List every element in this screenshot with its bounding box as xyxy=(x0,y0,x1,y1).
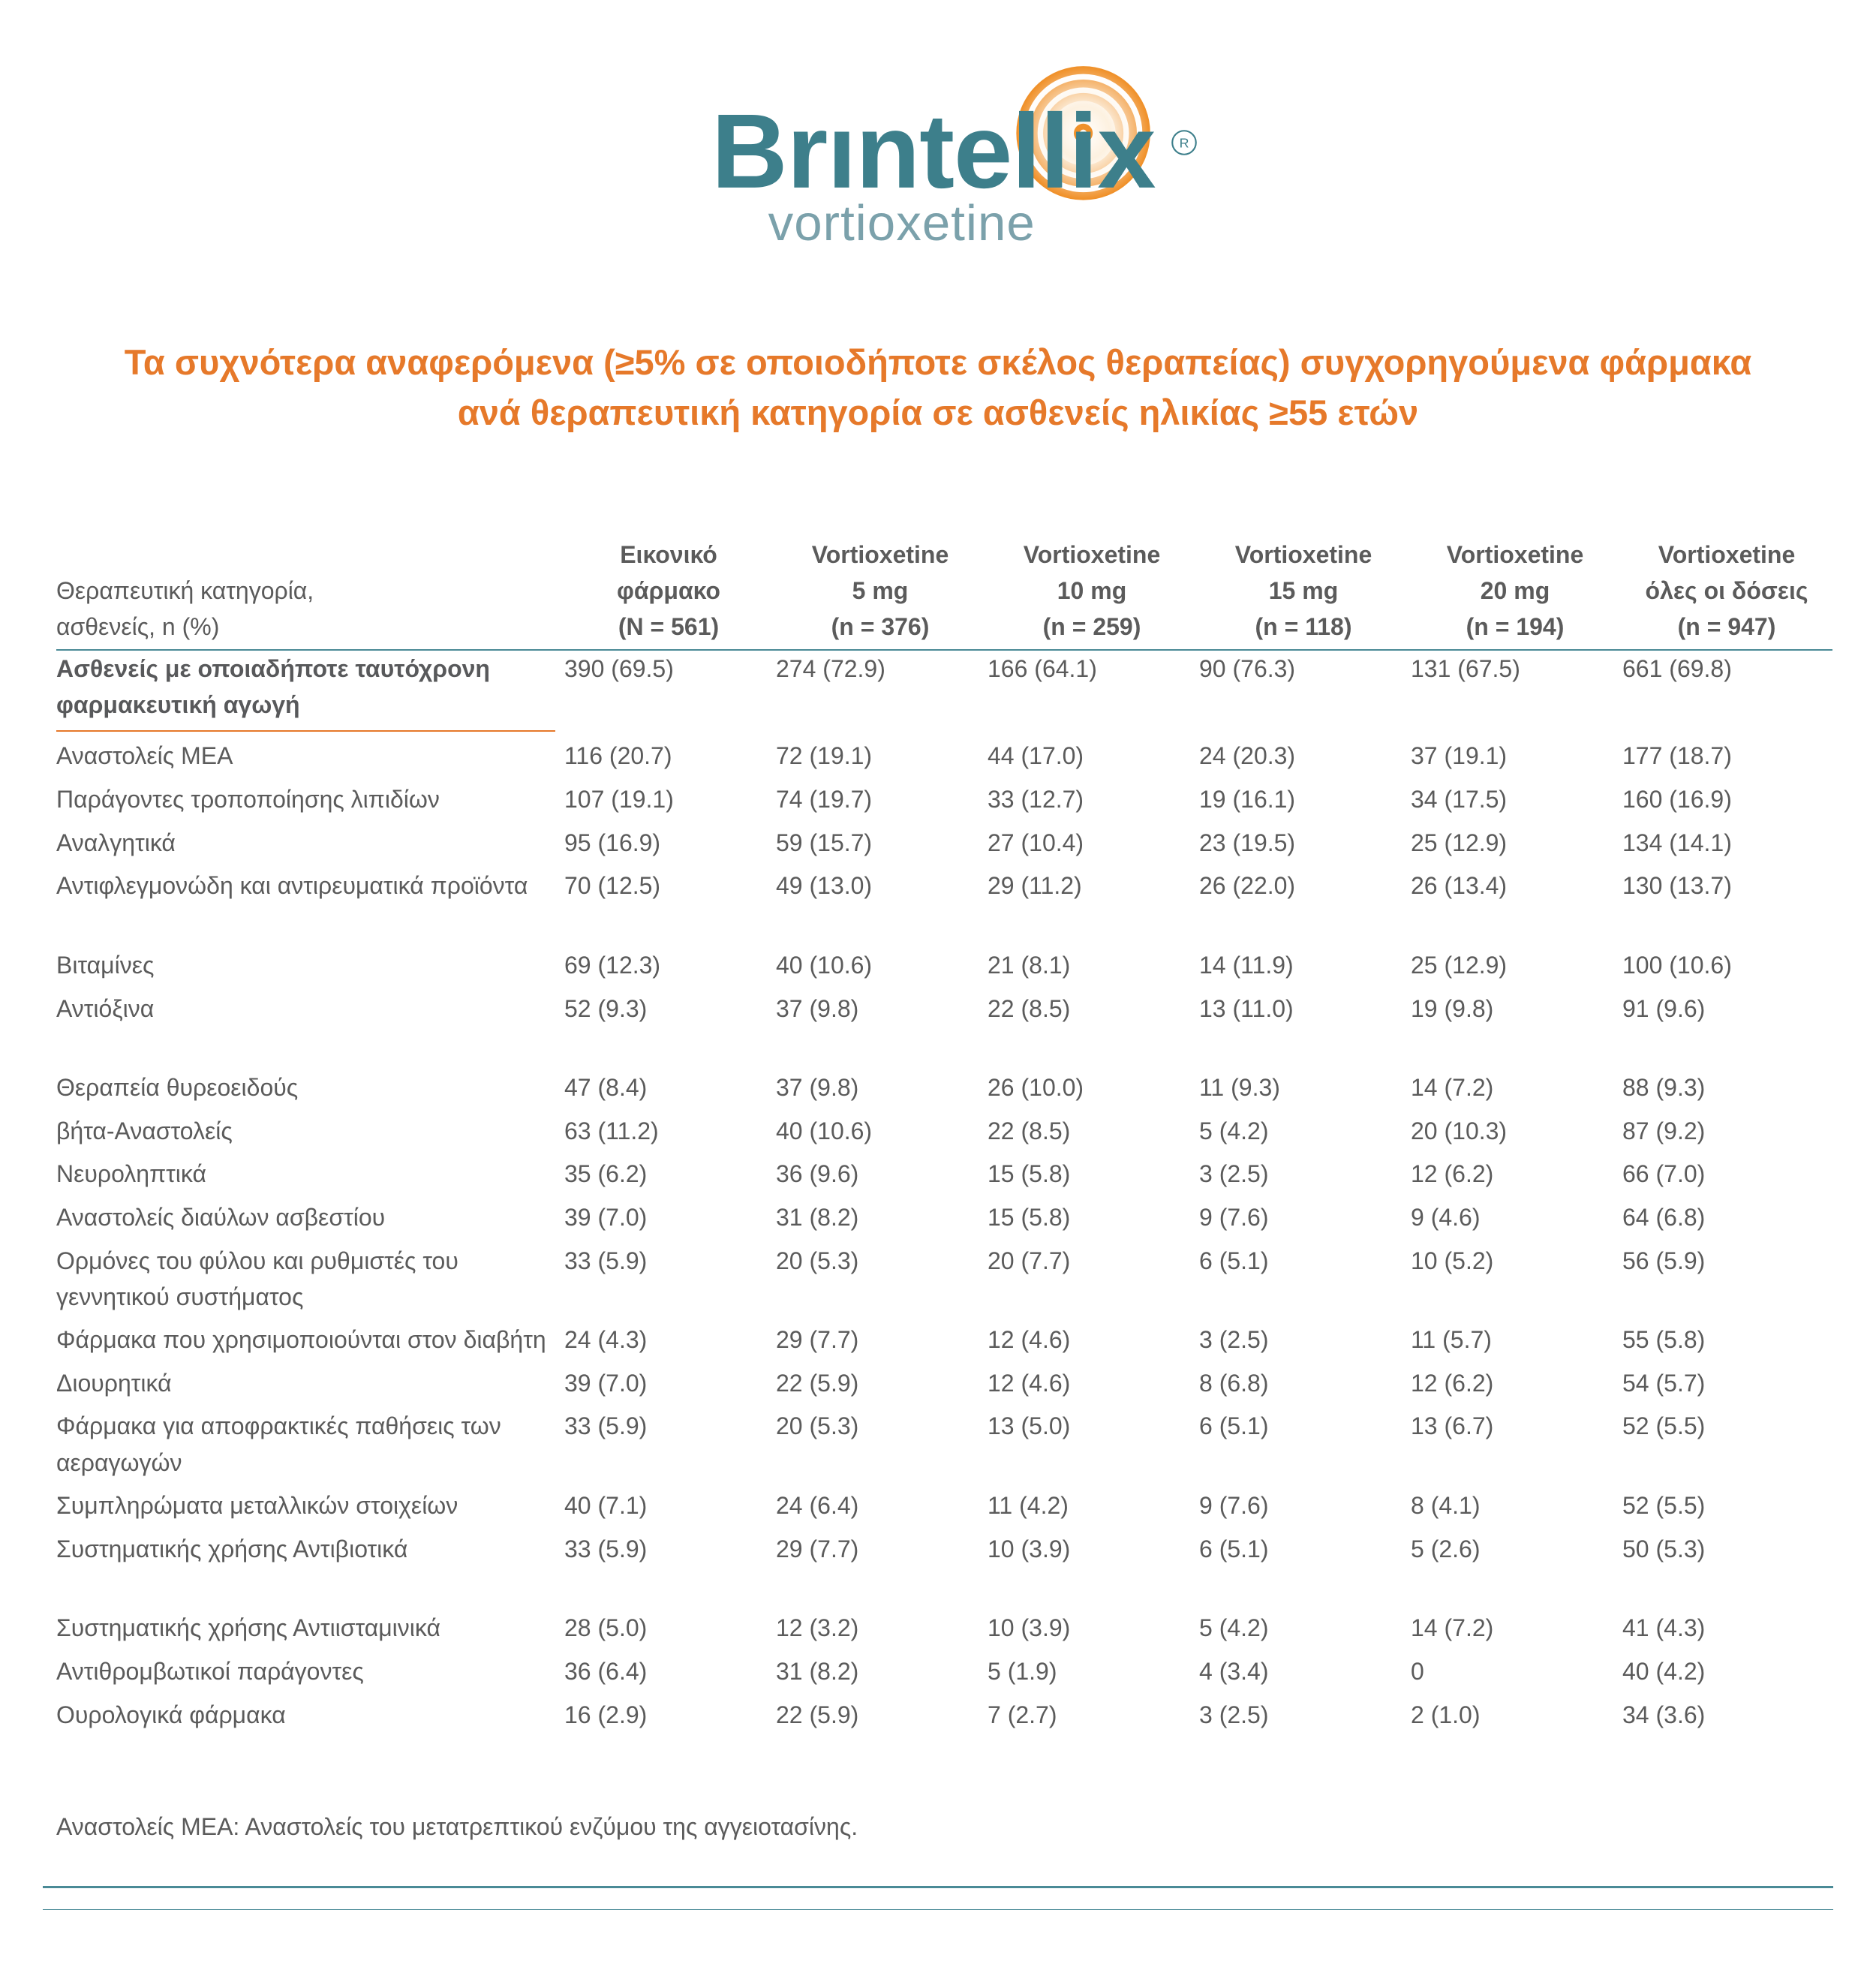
svg-text:vortioxetine: vortioxetine xyxy=(768,195,1035,251)
svg-text:Brıntellix: Brıntellix xyxy=(711,92,1156,210)
svg-text:R: R xyxy=(1179,135,1189,150)
